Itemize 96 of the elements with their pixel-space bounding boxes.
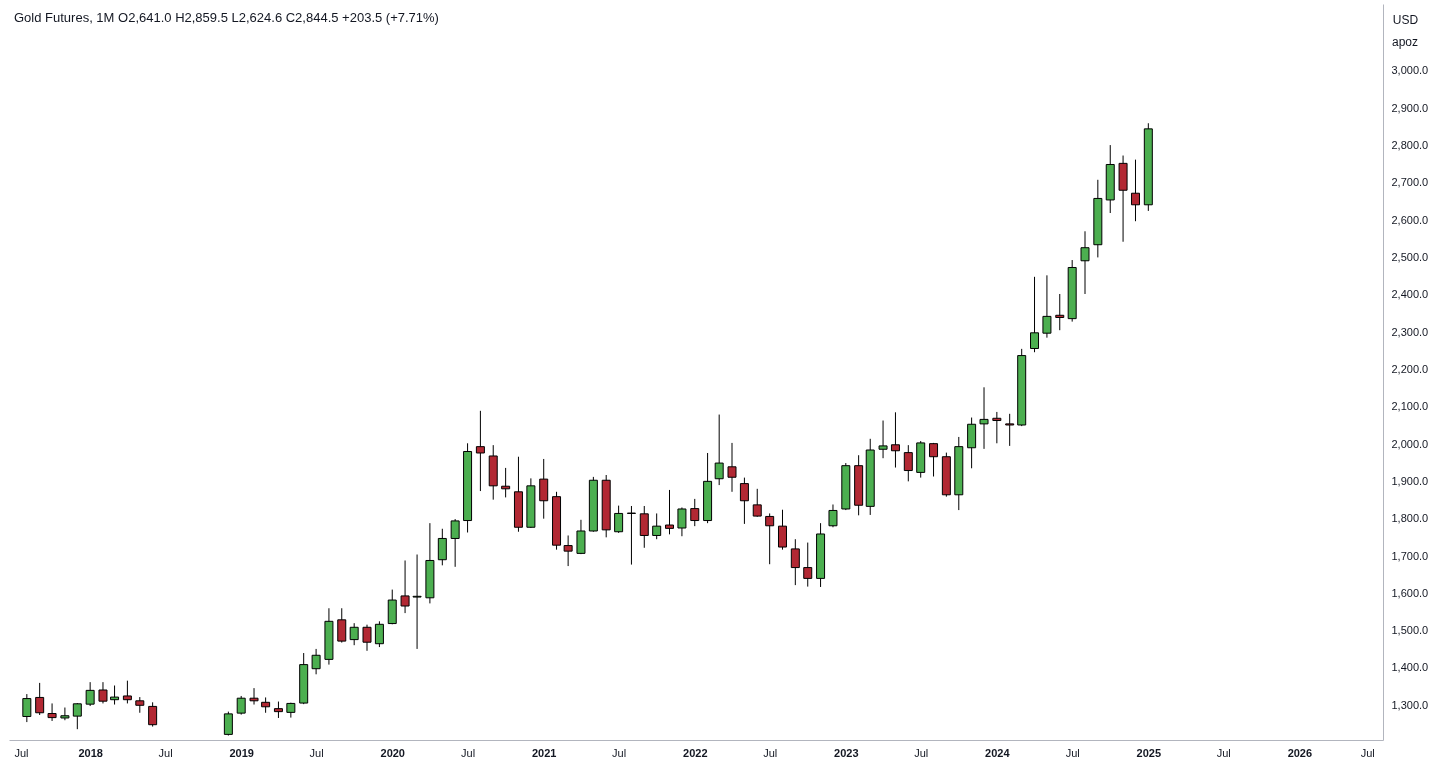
x-tick-label: Jul	[309, 746, 324, 759]
y-tick-label: 2,500.0	[1391, 250, 1429, 263]
candlestick	[122, 680, 132, 704]
candlestick	[400, 559, 410, 614]
candlestick	[35, 682, 45, 716]
candlestick	[72, 702, 82, 730]
candlestick	[98, 681, 108, 704]
x-tick-label: 2018	[78, 746, 103, 759]
candlestick	[47, 702, 57, 722]
candlestick	[777, 509, 787, 551]
x-tick-label: Jul	[461, 746, 476, 759]
x-tick-label: Jul	[914, 746, 929, 759]
y-tick-label: 2,400.0	[1391, 288, 1429, 301]
candlestick	[739, 477, 749, 525]
candlestick	[677, 506, 687, 537]
candlestick	[110, 685, 120, 706]
x-tick-label: Jul	[763, 746, 778, 759]
y-tick-label: 2,800.0	[1391, 138, 1429, 151]
candlestick	[1005, 413, 1015, 447]
y-tick-label: 2,000.0	[1391, 437, 1429, 450]
candlestick	[1080, 230, 1090, 295]
x-tick-label: Jul	[1216, 746, 1231, 759]
candlestick	[349, 622, 359, 646]
y-tick-label: 1,800.0	[1391, 512, 1429, 525]
y-tick-label: 1,500.0	[1391, 624, 1429, 637]
candlestick	[652, 512, 662, 540]
y-tick-label: 2,900.0	[1391, 101, 1429, 114]
x-tick-label: 2022	[683, 746, 708, 759]
candlestick	[374, 620, 384, 648]
candlestick	[1042, 274, 1052, 339]
candlestick	[475, 410, 485, 492]
x-tick-label: Jul	[1360, 746, 1375, 759]
candlestick	[690, 498, 700, 527]
candlestick	[563, 534, 573, 567]
candlestick	[450, 518, 460, 568]
x-tick-label: 2023	[834, 746, 859, 759]
candlestick	[890, 411, 900, 469]
candlestick	[387, 589, 397, 625]
candlestick	[878, 420, 888, 459]
y-tick-label: 2,300.0	[1391, 325, 1429, 338]
y-tick-label: 2,100.0	[1391, 400, 1429, 413]
candlestick	[249, 687, 259, 706]
y-tick-label: 1,900.0	[1391, 474, 1429, 487]
candlestick	[992, 411, 1002, 444]
candlestick	[223, 711, 233, 737]
y-tick-label: 1,600.0	[1391, 586, 1429, 599]
x-tick-label: 2025	[1136, 746, 1162, 759]
candlestick	[60, 707, 70, 721]
candlestick	[362, 624, 372, 652]
y-axis-title: USD	[1392, 12, 1419, 27]
y-tick-label: 1,400.0	[1391, 661, 1429, 674]
candlestick	[1030, 276, 1040, 353]
y-tick-label: 3,000.0	[1391, 64, 1429, 77]
candlestick	[311, 648, 321, 675]
x-tick-label: Jul	[612, 746, 627, 759]
candlestick	[22, 693, 32, 723]
candlestick	[1130, 159, 1140, 222]
candlestick	[967, 417, 977, 469]
candlestick	[576, 519, 586, 555]
candlestick	[148, 701, 158, 728]
candlestick	[828, 503, 838, 528]
x-tick-label: 2024	[985, 746, 1011, 759]
candlestick	[752, 488, 762, 518]
candlestick	[626, 505, 636, 566]
y-tick-label: 2,200.0	[1391, 362, 1429, 375]
candlestick	[979, 386, 989, 450]
x-tick-label: 2021	[531, 746, 557, 759]
candlestick	[803, 542, 813, 588]
x-tick-label: Jul	[14, 746, 29, 759]
y-tick-label: 1,700.0	[1391, 549, 1429, 562]
x-tick-label: Jul	[1065, 746, 1080, 759]
candlestick	[412, 554, 422, 650]
y-tick-label: 2,600.0	[1391, 213, 1429, 226]
y-tick-label: 2,700.0	[1391, 176, 1429, 189]
candlestick	[765, 512, 775, 565]
x-tick-label: Jul	[158, 746, 173, 759]
candlestick	[714, 414, 724, 486]
candlestick	[639, 505, 649, 549]
y-tick-label: 1,300.0	[1391, 698, 1429, 711]
candlestick	[337, 607, 347, 644]
candlestick	[665, 489, 675, 535]
candlestick	[236, 695, 246, 716]
candlestick	[85, 681, 95, 707]
candlestick	[1055, 293, 1065, 331]
candlestick	[614, 505, 624, 534]
candlestick	[539, 458, 549, 520]
chart-title: Gold Futures, 1M O2,641.0 H2,859.5 L2,624.6 C2,844.5 +203.5 (+7.71%)	[14, 10, 439, 25]
candlestick	[790, 538, 800, 586]
x-tick-label: 2019	[229, 746, 254, 759]
x-tick-label: 2020	[380, 746, 405, 759]
text: apoz	[1391, 35, 1419, 49]
candlestick	[903, 444, 913, 482]
candlestick	[437, 528, 447, 566]
candlestick	[929, 442, 939, 477]
candlestick	[727, 442, 737, 493]
x-tick-label: 2026	[1287, 746, 1313, 759]
